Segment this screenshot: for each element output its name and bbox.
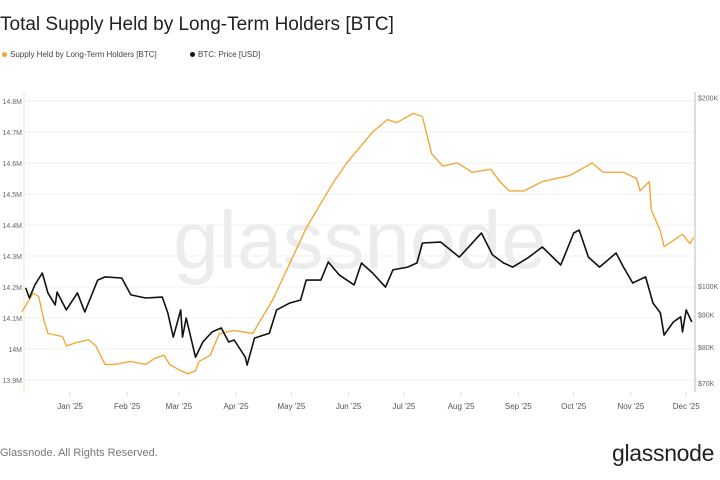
legend-item-lth-supply[interactable]: Supply Held by Long-Term Holders [BTC] (2, 50, 157, 59)
legend-label: Supply Held by Long-Term Holders [BTC] (10, 50, 157, 59)
legend-label: BTC: Price [USD] (198, 50, 261, 59)
y-left-tick-label: 13.9M (3, 378, 23, 385)
legend-dot-orange (2, 52, 7, 58)
y-right-tick-label: $100K (698, 284, 719, 291)
y-left-tick-label: 14.8M (3, 99, 23, 106)
series-line-lth-supply (21, 112, 695, 375)
y-right-tick-label: $200K (698, 95, 719, 102)
x-tick-label: Sep '25 (505, 402, 532, 411)
x-tick-label: Mar '25 (166, 402, 193, 411)
y-right-tick-label: $90K (698, 313, 715, 320)
watermark: glassnode (173, 195, 547, 286)
copyright-footer: Glassnode. All Rights Reserved. (0, 447, 158, 459)
glassnode-logo: glassnode (612, 440, 715, 466)
legend-dot-black (190, 52, 195, 58)
y-left-tick-label: 14M (8, 347, 22, 354)
series-line-btc-price (24, 229, 693, 366)
y-left-tick-label: 14.3M (3, 254, 23, 261)
x-tick-label: Nov '25 (617, 402, 644, 411)
legend-item-btc-price[interactable]: BTC: Price [USD] (190, 50, 260, 59)
x-tick-label: Jun '25 (336, 402, 362, 411)
y-right-tick-label: $70K (698, 381, 715, 388)
x-tick-label: Jan '25 (57, 402, 83, 411)
x-tick-label: May '25 (278, 402, 306, 411)
x-tick-label: Jul '25 (393, 402, 416, 411)
x-tick-label: Feb '25 (114, 402, 141, 411)
x-tick-label: Dec '25 (673, 402, 700, 411)
x-tick-label: Apr '25 (223, 402, 249, 411)
y-left-tick-label: 14.1M (3, 316, 23, 323)
x-tick-label: Aug '25 (448, 402, 475, 411)
y-left-tick-label: 14.4M (3, 223, 23, 230)
x-tick-label: Oct '25 (561, 402, 587, 411)
y-left-tick-label: 14.6M (3, 161, 23, 168)
y-left-tick-label: 14.7M (3, 130, 23, 137)
chart-title: Total Supply Held by Long-Term Holders [… (0, 14, 394, 35)
y-left-tick-label: 14.5M (3, 192, 23, 199)
y-left-tick-label: 14.2M (3, 285, 23, 292)
y-right-tick-label: $80K (698, 345, 715, 352)
